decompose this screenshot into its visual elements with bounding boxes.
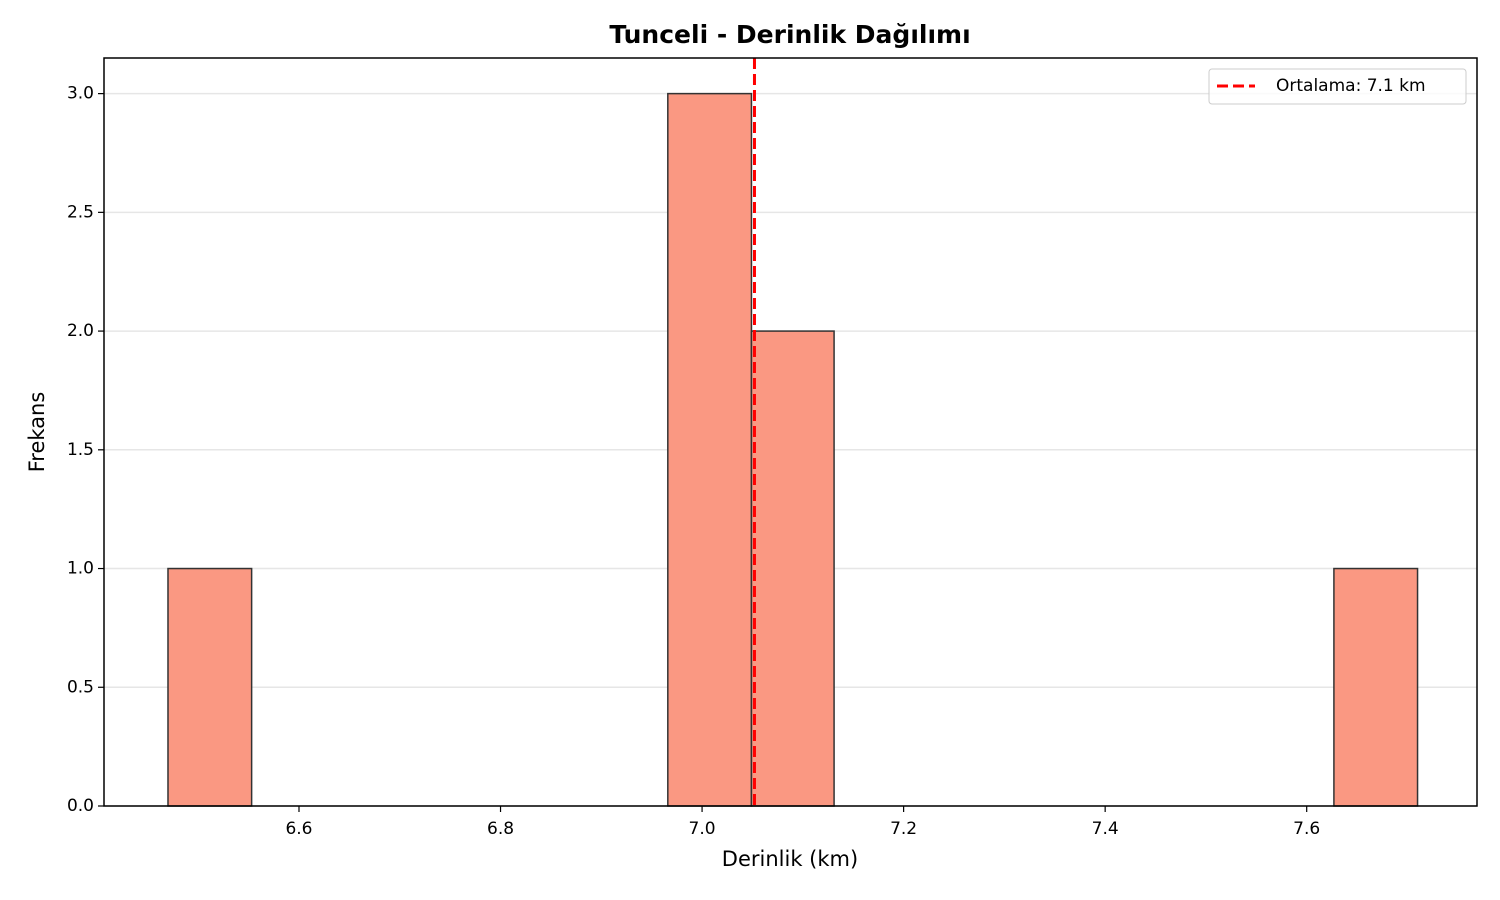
bar — [167, 567, 253, 807]
legend-label: Ortalama: 7.1 km — [1276, 76, 1426, 96]
y-tick-label: 2.5 — [67, 202, 94, 222]
plot-frame — [103, 57, 1478, 807]
x-tick-label: 6.6 — [285, 819, 312, 839]
bar — [1333, 567, 1419, 807]
bar — [750, 330, 835, 807]
legend-box — [1208, 68, 1467, 105]
x-tick-label: 7.2 — [890, 819, 917, 839]
bar — [667, 92, 753, 807]
x-axis-label: Derinlik (km) — [722, 847, 858, 871]
x-tick-label: 7.0 — [689, 819, 716, 839]
y-tick-label: 1.0 — [67, 559, 94, 579]
y-tick-label: 3.0 — [67, 84, 94, 104]
y-tick-label: 1.5 — [67, 440, 94, 460]
x-tick-label: 7.4 — [1092, 819, 1119, 839]
y-tick-label: 0.0 — [67, 796, 94, 816]
y-tick-label: 2.0 — [67, 321, 94, 341]
x-tick-label: 7.6 — [1293, 819, 1320, 839]
chart-title: Tunceli - Derinlik Dağılımı — [609, 20, 970, 49]
x-tick-label: 6.8 — [487, 819, 514, 839]
y-tick-label: 0.5 — [67, 677, 94, 697]
y-axis-label: Frekans — [25, 392, 49, 473]
